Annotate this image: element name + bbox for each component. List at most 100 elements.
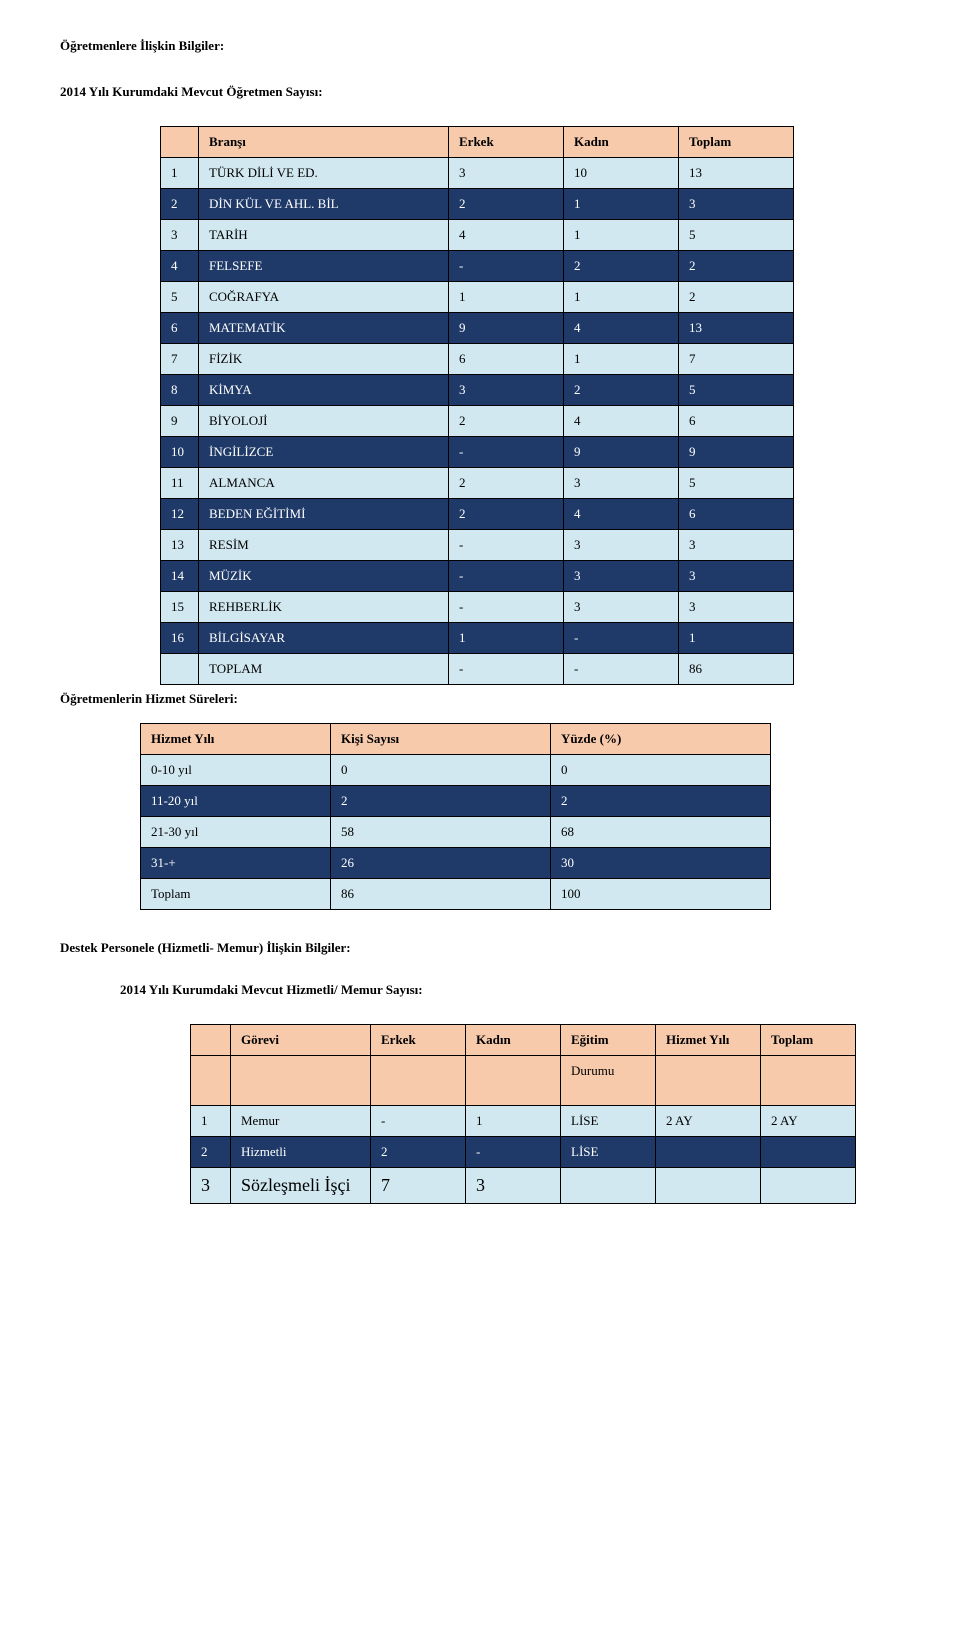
cell: 7 xyxy=(161,344,199,375)
cell: 1 xyxy=(449,282,564,313)
cell: 11 xyxy=(161,468,199,499)
cell: 86 xyxy=(331,879,551,910)
cell: 3 xyxy=(564,530,679,561)
cell: TARİH xyxy=(199,220,449,251)
cell: MATEMATİK xyxy=(199,313,449,344)
table-row: 1TÜRK DİLİ VE ED.31013 xyxy=(161,158,794,189)
table-header-row: Görevi Erkek Kadın Eğitim Hizmet Yılı To… xyxy=(191,1025,856,1056)
cell: 9 xyxy=(449,313,564,344)
table-row: 3TARİH415 xyxy=(161,220,794,251)
cell: 1 xyxy=(466,1106,561,1137)
teachers-info-heading: Öğretmenlere İlişkin Bilgiler: xyxy=(60,38,900,54)
cell: BİYOLOJİ xyxy=(199,406,449,437)
cell: 2 xyxy=(191,1137,231,1168)
cell: 11-20 yıl xyxy=(141,786,331,817)
cell: 10 xyxy=(161,437,199,468)
cell: 7 xyxy=(371,1168,466,1204)
cell xyxy=(761,1137,856,1168)
cell: MÜZİK xyxy=(199,561,449,592)
cell: 3 xyxy=(679,561,794,592)
col-erkek: Erkek xyxy=(449,127,564,158)
table-row: 16BİLGİSAYAR1-1 xyxy=(161,623,794,654)
total-toplam: 86 xyxy=(679,654,794,685)
col-toplam: Toplam xyxy=(761,1025,856,1056)
cell: 13 xyxy=(679,313,794,344)
cell: 4 xyxy=(161,251,199,282)
cell: 2 xyxy=(449,468,564,499)
cell: 3 xyxy=(679,530,794,561)
table-row: Toplam86100 xyxy=(141,879,771,910)
cell: Memur xyxy=(231,1106,371,1137)
cell: 13 xyxy=(161,530,199,561)
cell: 4 xyxy=(449,220,564,251)
cell: 2 xyxy=(551,786,771,817)
cell: 100 xyxy=(551,879,771,910)
cell: 26 xyxy=(331,848,551,879)
cell: 1 xyxy=(679,623,794,654)
cell: 15 xyxy=(161,592,199,623)
total-erkek: - xyxy=(449,654,564,685)
cell: BİLGİSAYAR xyxy=(199,623,449,654)
cell: 58 xyxy=(331,817,551,848)
cell: TÜRK DİLİ VE ED. xyxy=(199,158,449,189)
cell: 1 xyxy=(449,623,564,654)
table-row: 3Sözleşmeli İşçi73 xyxy=(191,1168,856,1204)
cell: 6 xyxy=(679,406,794,437)
cell xyxy=(761,1168,856,1204)
cell: - xyxy=(449,592,564,623)
table-row: 13RESİM-33 xyxy=(161,530,794,561)
service-years-heading: Öğretmenlerin Hizmet Süreleri: xyxy=(60,691,900,707)
col-bransi: Branşı xyxy=(199,127,449,158)
total-label: TOPLAM xyxy=(199,654,449,685)
cell: 1 xyxy=(564,282,679,313)
table-row: 6MATEMATİK9413 xyxy=(161,313,794,344)
cell: BEDEN EĞİTİMİ xyxy=(199,499,449,530)
cell: 3 xyxy=(564,592,679,623)
support-staff-heading: Destek Personele (Hizmetli- Memur) İlişk… xyxy=(60,940,900,956)
cell: 3 xyxy=(679,189,794,220)
cell: 3 xyxy=(191,1168,231,1204)
cell: 2 xyxy=(449,189,564,220)
table-row: 7FİZİK617 xyxy=(161,344,794,375)
table-row: 10İNGİLİZCE-99 xyxy=(161,437,794,468)
cell: 1 xyxy=(161,158,199,189)
cell xyxy=(656,1168,761,1204)
cell: COĞRAFYA xyxy=(199,282,449,313)
cell: 30 xyxy=(551,848,771,879)
cell: İNGİLİZCE xyxy=(199,437,449,468)
col-kadin: Kadın xyxy=(564,127,679,158)
cell: KİMYA xyxy=(199,375,449,406)
cell: 0 xyxy=(331,755,551,786)
table-row: 12BEDEN EĞİTİMİ246 xyxy=(161,499,794,530)
table-header-row: Hizmet Yılı Kişi Sayısı Yüzde (%) xyxy=(141,724,771,755)
cell: 2 xyxy=(371,1137,466,1168)
cell: 3 xyxy=(466,1168,561,1204)
cell: 1 xyxy=(191,1106,231,1137)
table-row: 8KİMYA325 xyxy=(161,375,794,406)
staff-table: Görevi Erkek Kadın Eğitim Hizmet Yılı To… xyxy=(190,1024,856,1204)
cell: 5 xyxy=(679,468,794,499)
col-hizmet-yili: Hizmet Yılı xyxy=(656,1025,761,1056)
cell: Hizmetli xyxy=(231,1137,371,1168)
cell: 21-30 yıl xyxy=(141,817,331,848)
cell: LİSE xyxy=(561,1137,656,1168)
col-erkek: Erkek xyxy=(371,1025,466,1056)
cell: 12 xyxy=(161,499,199,530)
teacher-count-heading: 2014 Yılı Kurumdaki Mevcut Öğretmen Sayı… xyxy=(60,84,900,100)
cell: 2 xyxy=(679,251,794,282)
cell: 9 xyxy=(564,437,679,468)
cell: 2 xyxy=(564,251,679,282)
cell: 3 xyxy=(161,220,199,251)
cell: 2 AY xyxy=(761,1106,856,1137)
table-total-row: TOPLAM - - 86 xyxy=(161,654,794,685)
cell: FİZİK xyxy=(199,344,449,375)
cell: 4 xyxy=(564,499,679,530)
cell: 2 xyxy=(161,189,199,220)
cell: 3 xyxy=(564,468,679,499)
cell: 1 xyxy=(564,189,679,220)
cell: 7 xyxy=(679,344,794,375)
cell: REHBERLİK xyxy=(199,592,449,623)
cell: 2 xyxy=(679,282,794,313)
table-row: 11ALMANCA235 xyxy=(161,468,794,499)
table-header-row: Branşı Erkek Kadın Toplam xyxy=(161,127,794,158)
